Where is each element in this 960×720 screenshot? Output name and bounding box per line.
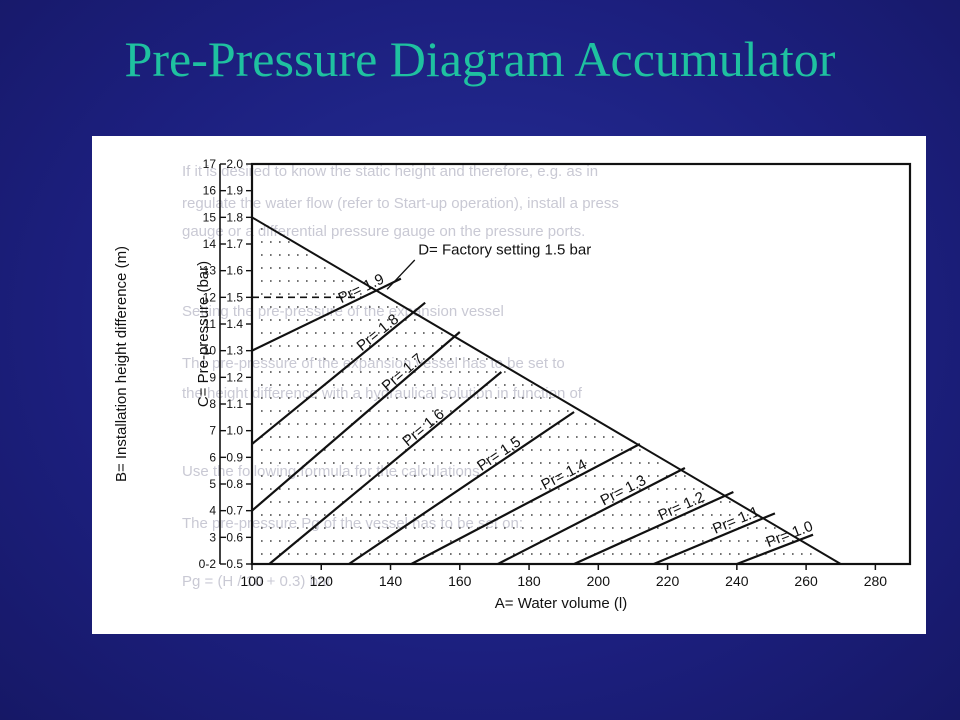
dot-grid-points	[261, 228, 812, 555]
x-tick-label: 100	[240, 573, 264, 589]
pr-line	[348, 411, 575, 565]
c-tick-label: 0.8	[226, 477, 243, 491]
background-text-line: Pg = (H / 10 + 0.3) bar	[182, 573, 331, 590]
c-tick-label: 1.1	[226, 397, 243, 411]
c-tick-label: 1.0	[226, 424, 243, 438]
b-tick-label: 14	[203, 237, 217, 251]
c-tick-label: 0.6	[226, 530, 243, 544]
pr-line-label: Pr= 1.3	[598, 472, 649, 509]
pr-line	[268, 371, 503, 565]
b-tick-label: 17	[203, 157, 217, 171]
pr-line-label: Pr= 1.2	[656, 489, 707, 525]
pr-line	[497, 467, 686, 565]
b-tick-label: 13	[203, 264, 217, 278]
x-axis-label: A= Water volume (l)	[495, 595, 627, 612]
c-tick-label: 1.9	[226, 184, 243, 198]
c-tick-label: 2.0	[226, 157, 243, 171]
b-tick-label: 7	[209, 424, 216, 438]
c-tick-label: 1.5	[226, 290, 243, 304]
c-tick-label: 1.8	[226, 210, 243, 224]
x-tick-label: 260	[794, 573, 818, 589]
b-tick-label: 11	[204, 317, 217, 331]
factory-setting-label: D= Factory setting 1.5 bar	[418, 242, 591, 259]
c-tick-label: 0.7	[226, 504, 243, 518]
pr-line	[736, 533, 814, 566]
pr-line-label: Pr= 1.1	[710, 503, 762, 537]
b-tick-label: 3	[209, 530, 216, 544]
b-tick-label: 0-2	[199, 557, 217, 571]
pr-line	[653, 512, 776, 566]
plot-frame	[250, 162, 912, 566]
y-axis-label-right: C= Pre-pressure (bar)	[195, 261, 212, 407]
axes-layer: 100 120 140 160 180 200 220 240 260 280 2.0 1.9 1.8 1…	[199, 157, 912, 589]
pr-line-label: Pr= 1.6	[399, 406, 447, 450]
background-text-line: the height difference with a hydraulical…	[182, 385, 583, 402]
pr-line-label: Pr= 1.4	[539, 456, 590, 494]
pr-line	[573, 490, 734, 566]
b-tick-label: 8	[209, 397, 216, 411]
b-tick-label: 4	[209, 504, 216, 518]
b-tick-label: 6	[209, 450, 216, 464]
background-text-line: Use the following formula for the calcul…	[182, 463, 484, 480]
slide-title: Pre-Pressure Diagram Accumulator	[124, 31, 836, 87]
pr-line	[410, 443, 641, 565]
b-tick-label: 12	[203, 290, 217, 304]
x-tick-label: 160	[448, 573, 472, 589]
background-text-line: regulate the water flow (refer to Start-…	[182, 195, 619, 212]
c-tick-label: 1.7	[226, 237, 243, 251]
c-tick-label: 1.6	[226, 264, 243, 278]
x-tick-label: 200	[587, 573, 611, 589]
pr-line-label: Pr= 1.5	[474, 433, 524, 474]
c-tick-label: 1.4	[226, 317, 243, 331]
x-tick-label: 120	[310, 573, 334, 589]
c-tick-label: 1.2	[226, 370, 243, 384]
factory-setting-leader	[386, 259, 416, 290]
x-tick-label: 220	[656, 573, 680, 589]
pre-pressure-chart: If it is desired to know the static heig…	[113, 157, 912, 612]
pr-line	[251, 301, 426, 445]
x-tick-label: 240	[725, 573, 749, 589]
c-tick-label: 0.5	[226, 557, 243, 571]
y-axis-label-left: B= Installation height difference (m)	[113, 246, 130, 482]
b-tick-label: 16	[203, 184, 217, 198]
b-tick-label: 10	[203, 344, 217, 358]
b-tick-label: 15	[203, 210, 217, 224]
boundary-line	[251, 216, 842, 565]
x-tick-label: 180	[517, 573, 541, 589]
b-tick-label: 9	[209, 370, 216, 384]
c-tick-label: 1.3	[226, 344, 243, 358]
x-tick-label: 140	[379, 573, 403, 589]
x-tick-label: 280	[864, 573, 888, 589]
dot-grid	[261, 228, 812, 555]
c-tick-label: 0.9	[226, 450, 243, 464]
b-tick-label: 5	[209, 477, 216, 491]
background-text-line: If it is desired to know the static heig…	[182, 163, 598, 180]
pr-line	[251, 277, 402, 352]
pr-line	[251, 331, 461, 512]
chart-panel: If it is desired to know the static heig…	[92, 136, 926, 634]
background-text-line: The pre-pressure Pg of the vessel has to…	[182, 515, 523, 532]
pr-line-label: Pr= 1.9	[336, 271, 387, 308]
